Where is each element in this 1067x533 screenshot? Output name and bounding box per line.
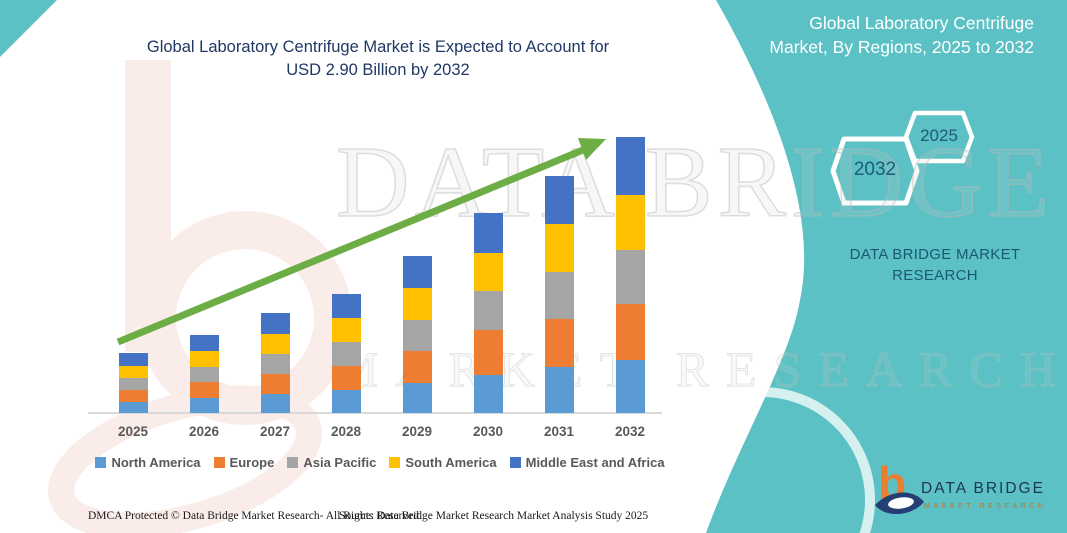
year-label-2031: 2031 <box>543 424 575 439</box>
year-label-2026: 2026 <box>188 424 220 439</box>
bar-segment-asia-pacific <box>615 250 645 304</box>
brand-wordmark: DATA BRIDGE MARKET RESEARCH <box>823 244 1047 286</box>
bar-segment-middle-east-and-africa <box>189 335 219 351</box>
year-label-2028: 2028 <box>330 424 362 439</box>
bar-2030 <box>473 213 503 413</box>
bar-2032 <box>615 137 645 413</box>
legend-item-europe: Europe <box>213 455 275 470</box>
corner-triangle <box>0 0 57 57</box>
legend-swatch-north-america <box>95 457 107 468</box>
logo-name-text: DATA BRIDGE <box>921 480 1045 497</box>
bar-segment-europe <box>260 374 290 394</box>
bar-segment-europe <box>544 319 574 367</box>
legend-item-north-america: North America <box>95 455 201 470</box>
watermark-market-research: MARKET RESEARCH <box>334 341 1067 398</box>
bar-segment-middle-east-and-africa <box>260 313 290 334</box>
bar-segment-europe <box>189 382 219 398</box>
page-title-line1: Global Laboratory Centrifuge Market is E… <box>146 38 610 56</box>
bar-segment-europe <box>615 304 645 360</box>
bar-segment-north-america <box>118 402 148 413</box>
year-label-2032: 2032 <box>614 424 646 439</box>
databridge-logo-icon: b <box>875 461 924 515</box>
bar-segment-middle-east-and-africa <box>615 137 645 195</box>
legend-label-europe: Europe <box>229 455 275 470</box>
legend-swatch-middle-east-and-africa <box>509 457 521 468</box>
legend-item-south-america: South America <box>389 455 497 470</box>
bar-segment-south-america <box>544 224 574 272</box>
bar-segment-north-america <box>189 398 219 413</box>
bar-segment-middle-east-and-africa <box>402 256 432 288</box>
year-label-2030: 2030 <box>472 424 504 439</box>
bar-segment-south-america <box>615 195 645 250</box>
bar-segment-asia-pacific <box>260 354 290 374</box>
legend-swatch-europe <box>213 457 225 468</box>
legend-label-south-america: South America <box>405 455 497 470</box>
bar-2027 <box>260 313 290 413</box>
bar-segment-middle-east-and-africa <box>544 176 574 224</box>
bar-segment-middle-east-and-africa <box>331 294 361 318</box>
brand-wordmark-line1: DATA BRIDGE MARKET <box>849 246 1021 263</box>
chart-legend: North America Europe Asia Pacific South Ame… <box>80 455 680 470</box>
logo-tagline-text: MARKET RESEARCH <box>924 503 1047 510</box>
banner-heading-line2: Market, By Regions, 2025 to 2032 <box>769 37 1034 57</box>
year-label-2025: 2025 <box>117 424 149 439</box>
banner-heading: Global Laboratory Centrifuge Market, By … <box>748 11 1034 59</box>
footer-source-text: Source: Data Bridge Market Research Mark… <box>339 510 649 522</box>
legend-label-north-america: North America <box>111 455 201 470</box>
bar-segment-north-america <box>331 390 361 413</box>
bar-segment-south-america <box>331 318 361 342</box>
hexagon-2032 <box>830 136 920 206</box>
legend-swatch-south-america <box>389 457 401 468</box>
bar-segment-middle-east-and-africa <box>118 353 148 366</box>
bar-segment-north-america <box>260 394 290 413</box>
bar-segment-north-america <box>615 360 645 413</box>
bar-segment-asia-pacific <box>331 342 361 366</box>
legend-item-middle-east-and-africa: Middle East and Africa <box>509 455 665 470</box>
bar-segment-south-america <box>473 253 503 291</box>
year-label-2027: 2027 <box>259 424 291 439</box>
bar-segment-asia-pacific <box>402 320 432 351</box>
bar-segment-south-america <box>189 351 219 367</box>
bar-segment-north-america <box>544 367 574 413</box>
legend-label-middle-east-and-africa: Middle East and Africa <box>525 455 665 470</box>
legend-label-asia-pacific: Asia Pacific <box>303 455 377 470</box>
bar-segment-south-america <box>402 288 432 320</box>
bar-segment-middle-east-and-africa <box>473 213 503 253</box>
footer-dmca-text: DMCA Protected © Data Bridge Market Rese… <box>88 510 422 522</box>
page-title: Global Laboratory Centrifuge Market is E… <box>58 36 698 82</box>
brand-wordmark-line2: RESEARCH <box>892 267 978 284</box>
bar-segment-asia-pacific <box>473 291 503 330</box>
bar-segment-north-america <box>402 383 432 413</box>
bar-2026 <box>189 335 219 413</box>
bar-segment-europe <box>473 330 503 375</box>
bar-segment-south-america <box>118 366 148 378</box>
page-title-line2: USD 2.90 Billion by 2032 <box>286 61 470 79</box>
hexagon-label-2032: 2032 <box>853 159 897 180</box>
bar-segment-europe <box>331 366 361 390</box>
hexagon-label-2025: 2025 <box>920 126 958 145</box>
bar-segment-asia-pacific <box>118 378 148 390</box>
bar-segment-south-america <box>260 334 290 354</box>
bar-segment-europe <box>402 351 432 383</box>
bar-segment-europe <box>118 390 148 402</box>
x-axis-line <box>88 412 662 414</box>
bar-2031 <box>544 176 574 413</box>
banner-heading-line1: Global Laboratory Centrifuge <box>809 13 1034 33</box>
bar-segment-asia-pacific <box>544 272 574 319</box>
bar-segment-north-america <box>473 375 503 413</box>
legend-swatch-asia-pacific <box>287 457 299 468</box>
bar-2025 <box>118 353 148 413</box>
legend-item-asia-pacific: Asia Pacific <box>287 455 376 470</box>
bar-segment-asia-pacific <box>189 367 219 382</box>
bar-2028 <box>331 294 361 413</box>
year-label-2029: 2029 <box>401 424 433 439</box>
bar-2029 <box>402 256 432 413</box>
